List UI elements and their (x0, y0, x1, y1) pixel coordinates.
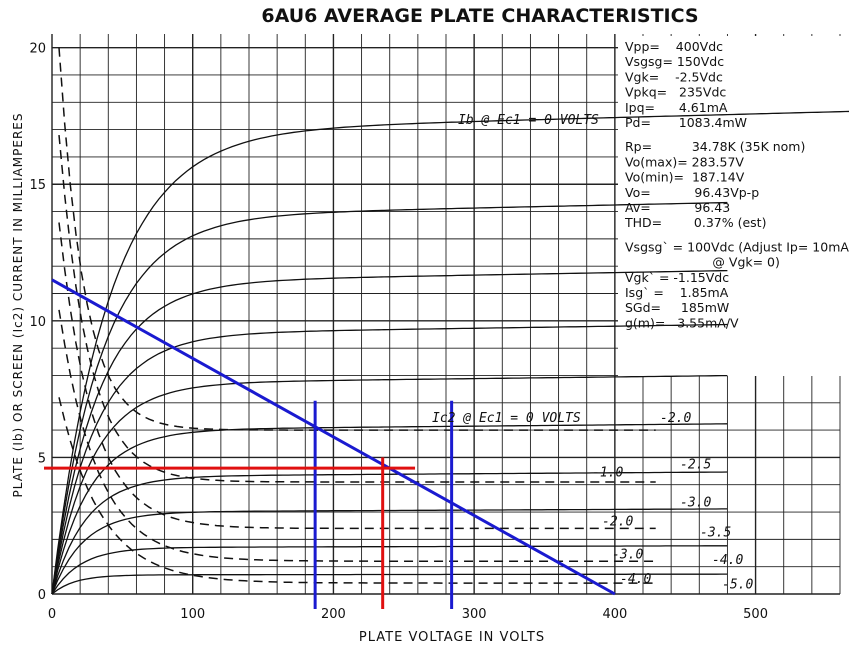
load-line (51, 278, 616, 596)
spec-line: Vsgsg` = 100Vdc (Adjust Ip= 10mA (625, 239, 849, 254)
grid-voltage-label: -3.0 (680, 496, 711, 511)
y-tick-label: 15 (29, 178, 46, 193)
grid-voltage-label: -1.0 (592, 466, 623, 481)
grid-voltage-label: -2.0 (660, 411, 691, 426)
spec-line: Vpp= 400Vdc (625, 39, 723, 54)
spec-panel-background (618, 36, 848, 376)
x-tick-label: 500 (743, 607, 768, 622)
spec-line: THD= 0.37% (est) (624, 215, 766, 230)
plate-curve (51, 323, 728, 595)
plate-curve (51, 573, 728, 595)
curve-label-ib: Ib @ Ec1 = 0 VOLTS (458, 113, 599, 128)
screen-curve (58, 135, 656, 483)
grid-voltage-label: -4.0 (620, 572, 651, 587)
spec-line: g(m)= 3.55mA/V (625, 315, 739, 330)
spec-line: @ Vgk= 0) (625, 255, 780, 270)
curve-label-ic2: Ic2 @ Ec1 = 0 VOLTS (432, 411, 581, 426)
screen-curve (58, 222, 656, 530)
plate-curve (51, 423, 728, 595)
spec-line: Vgk` = -1.15Vdc (625, 270, 729, 285)
spec-line: Pd= 1083.4mW (625, 115, 747, 130)
plate-curve (51, 269, 728, 595)
plate-curve (51, 110, 849, 595)
plate-curve (51, 374, 728, 595)
overlay-lines (44, 278, 616, 609)
chart-title: 6AU6 AVERAGE PLATE CHARACTERISTICS (261, 5, 698, 27)
grid-voltage-label: -2.0 (602, 515, 633, 530)
spec-line: Vgk= -2.5Vdc (625, 69, 723, 84)
grid-voltage-label: -5.0 (722, 578, 753, 593)
screen-curve (58, 309, 656, 562)
grid-voltage-label: -4.0 (712, 553, 743, 568)
curve-labels: Ib @ Ec1 = 0 VOLTS Ic2 @ Ec1 = 0 VOLTS -2.… (432, 113, 753, 592)
x-tick-label: 400 (602, 607, 627, 622)
spec-line: Isg` = 1.85mA (625, 285, 729, 300)
y-tick-label: 5 (38, 451, 46, 466)
spec-line: Av= 96.43 (625, 200, 730, 215)
grid-voltage-label: -2.5 (680, 457, 711, 472)
y-tick-label: 10 (29, 315, 46, 330)
spec-line: Vo= 96.43Vp-p (625, 185, 759, 200)
x-tick-label: 200 (321, 607, 346, 622)
spec-line: Ipq= 4.61mA (625, 100, 728, 115)
y-tick-label: 0 (38, 588, 46, 603)
x-tick-label: 300 (462, 607, 487, 622)
spec-line: Vo(max)= 283.57V (625, 154, 744, 169)
y-axis-label: PLATE (Ib) OR SCREEN (Ic2) CURRENT IN MI… (11, 113, 25, 498)
plate-curve (51, 201, 728, 595)
plate-curve (51, 508, 728, 595)
screen-curve (58, 397, 656, 584)
spec-line: Vpkq= 235Vdc (625, 85, 726, 100)
grid-voltage-label: -3.5 (700, 526, 731, 541)
spec-line: Vsgsg= 150Vdc (625, 54, 724, 69)
x-axis-label: PLATE VOLTAGE IN VOLTS (359, 630, 545, 645)
spec-line: SGd= 185mW (625, 300, 729, 315)
plate-curve (51, 471, 728, 595)
x-tick-label: 0 (48, 607, 56, 622)
y-tick-label: 20 (29, 42, 46, 57)
spec-line: Vo(min)= 187.14V (625, 170, 745, 185)
curves (51, 47, 849, 595)
grid-voltage-label: -3.0 (612, 547, 643, 562)
plate-curve (51, 545, 728, 595)
axis-ticks: 0 100 200 300 400 500 0 5 10 15 20 (29, 42, 768, 622)
screen-curve (58, 47, 656, 431)
spec-line: Rp= 34.78K (35K nom) (625, 139, 805, 154)
x-tick-label: 100 (180, 607, 205, 622)
